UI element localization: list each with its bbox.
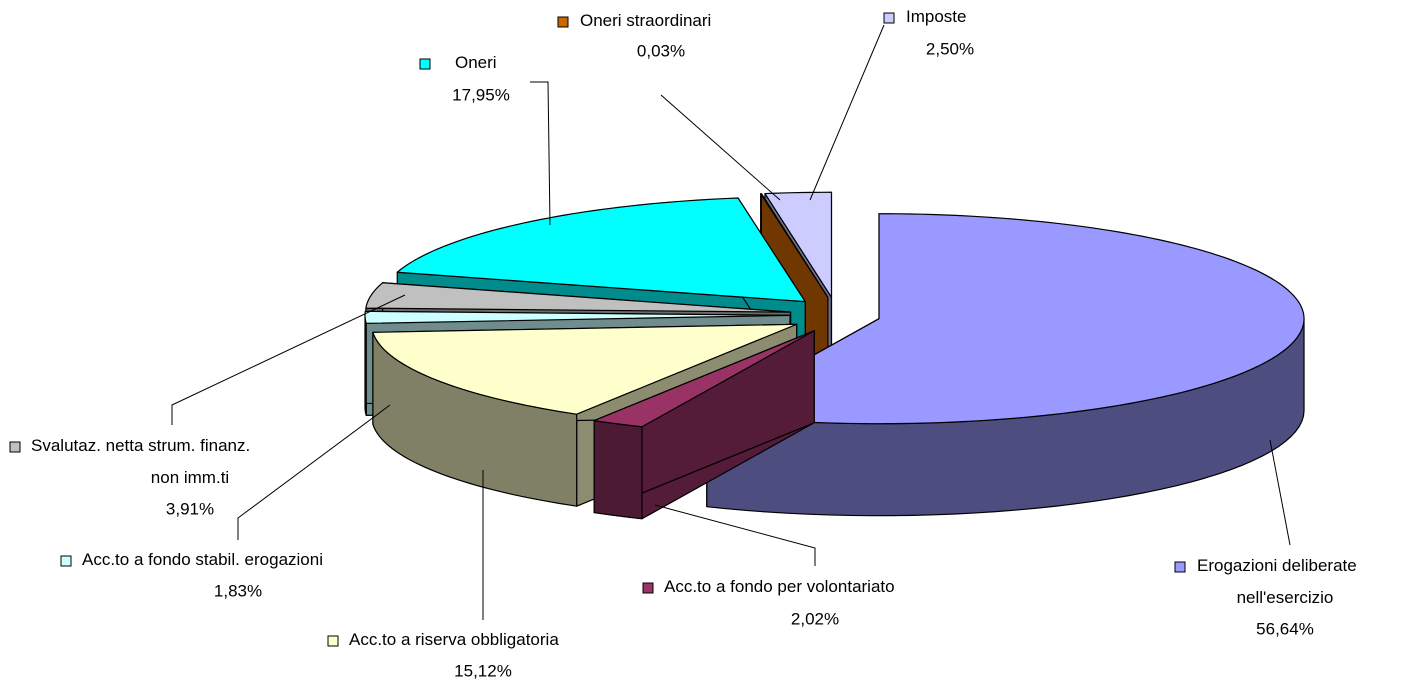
slice-label: Oneri xyxy=(455,53,497,72)
legend-swatch xyxy=(642,582,654,594)
value-label: 0,03% xyxy=(637,41,685,60)
slice-label: Svalutaz. netta strum. finanz. non imm.ti xyxy=(31,436,250,487)
legend-swatch xyxy=(883,12,895,24)
pie-slice xyxy=(593,330,815,520)
value-label: 17,95% xyxy=(452,85,510,104)
leader-line xyxy=(171,294,406,425)
legend-swatch xyxy=(419,58,431,70)
slice-top xyxy=(372,323,798,415)
label-line: Oneri straordinari xyxy=(580,11,711,30)
slice-top xyxy=(593,330,815,428)
legend-swatch xyxy=(557,16,569,28)
value-label: 1,83% xyxy=(214,581,262,600)
leader-line xyxy=(660,94,781,201)
label-line: non imm.ti xyxy=(151,468,229,487)
legend-swatch xyxy=(1174,561,1186,573)
value-label: 3,91% xyxy=(166,499,214,518)
label-line: Acc.to a fondo stabil. erogazioni xyxy=(82,550,323,569)
label-line: Oneri xyxy=(455,53,497,72)
slice-label: Erogazioni deliberate nell'esercizio xyxy=(1197,556,1357,607)
slice-top xyxy=(706,213,1305,425)
slice-label: Acc.to a riserva obbligatoria xyxy=(349,630,559,649)
slice-top xyxy=(764,191,833,298)
leader-line xyxy=(530,81,551,226)
legend-swatch xyxy=(60,555,72,567)
slice-label: Imposte xyxy=(906,7,966,26)
legend-swatch xyxy=(327,635,339,647)
legend-swatch xyxy=(9,441,21,453)
slice-wall xyxy=(593,420,643,520)
label-line: Acc.to a riserva obbligatoria xyxy=(349,630,559,649)
leader-line xyxy=(654,504,816,566)
label-line: Erogazioni deliberate xyxy=(1197,556,1357,575)
slice-top xyxy=(364,310,791,324)
slice-wall xyxy=(364,314,367,416)
label-line: Acc.to a fondo per volontariato xyxy=(664,577,895,596)
value-label: 2,02% xyxy=(791,609,839,628)
label-line: Imposte xyxy=(906,7,966,26)
slice-label: Oneri straordinari xyxy=(580,11,711,30)
value-label: 56,64% xyxy=(1256,619,1314,638)
slice-label: Acc.to a fondo stabil. erogazioni xyxy=(82,550,323,569)
leader-line xyxy=(1269,439,1291,546)
slice-label: Acc.to a fondo per volontariato xyxy=(664,577,895,596)
leader-line xyxy=(237,404,391,540)
slice-top xyxy=(760,193,829,299)
label-line: Svalutaz. netta strum. finanz. xyxy=(31,436,250,455)
value-label: 2,50% xyxy=(926,39,974,58)
label-line: nell'esercizio xyxy=(1237,588,1334,607)
slice-top xyxy=(396,197,806,303)
slice-top xyxy=(365,282,792,313)
value-label: 15,12% xyxy=(454,661,512,680)
leader-line xyxy=(809,24,885,201)
